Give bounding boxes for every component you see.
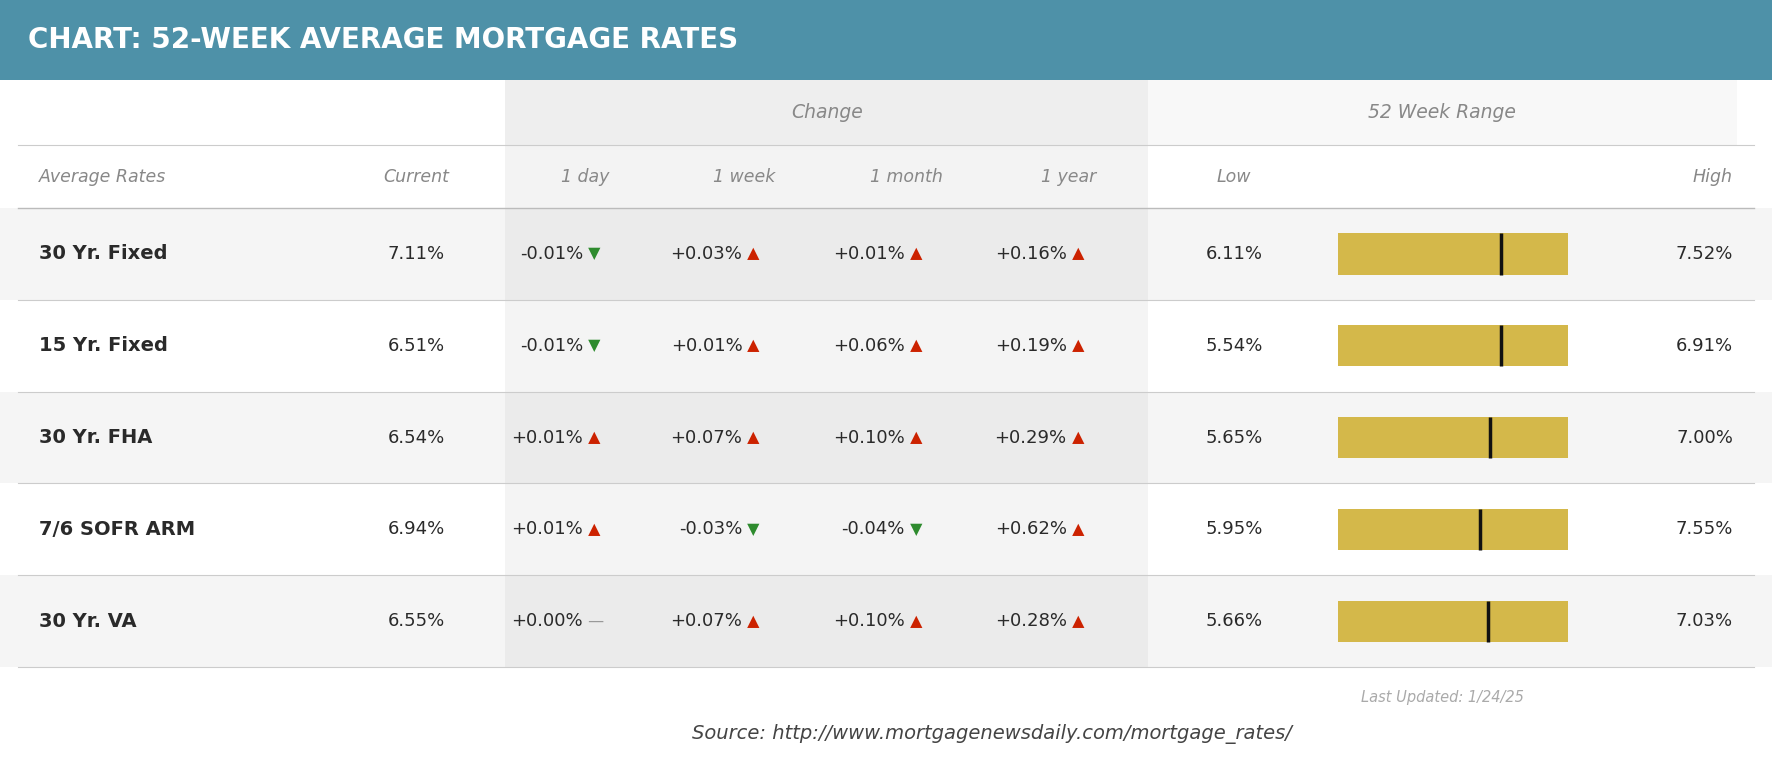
- Bar: [0, 300, 1772, 392]
- Text: ▲: ▲: [1067, 522, 1084, 537]
- Text: +0.06%: +0.06%: [833, 337, 905, 355]
- Text: 7.55%: 7.55%: [1676, 520, 1733, 539]
- Text: ▲: ▲: [905, 246, 921, 262]
- Text: -0.04%: -0.04%: [842, 520, 905, 539]
- Text: 1 year: 1 year: [1040, 168, 1097, 186]
- Text: ▲: ▲: [905, 430, 921, 445]
- Text: 6.51%: 6.51%: [388, 337, 445, 355]
- Bar: [1338, 601, 1568, 642]
- Text: +0.01%: +0.01%: [512, 520, 583, 539]
- Text: ▲: ▲: [905, 614, 921, 629]
- Text: ▲: ▲: [1067, 338, 1084, 353]
- Text: ▲: ▲: [583, 522, 601, 537]
- Text: ▲: ▲: [1067, 430, 1084, 445]
- Bar: [505, 208, 1148, 300]
- Text: +0.29%: +0.29%: [994, 428, 1067, 447]
- Bar: [0, 0, 1772, 80]
- Bar: [1338, 417, 1568, 458]
- Text: ▲: ▲: [583, 430, 601, 445]
- Text: ▼: ▼: [583, 246, 601, 262]
- Text: 5.95%: 5.95%: [1205, 520, 1263, 539]
- Text: CHART: 52-WEEK AVERAGE MORTGAGE RATES: CHART: 52-WEEK AVERAGE MORTGAGE RATES: [28, 26, 739, 54]
- Text: 52 Week Range: 52 Week Range: [1368, 103, 1517, 122]
- Bar: [505, 145, 1148, 208]
- Text: ▲: ▲: [905, 338, 921, 353]
- Text: ▲: ▲: [742, 246, 760, 262]
- Text: 6.11%: 6.11%: [1205, 245, 1263, 263]
- Text: +0.03%: +0.03%: [670, 245, 742, 263]
- Bar: [505, 80, 1148, 145]
- Text: 7.11%: 7.11%: [388, 245, 445, 263]
- Text: +0.10%: +0.10%: [833, 612, 905, 630]
- Bar: [0, 483, 1772, 575]
- Text: +0.19%: +0.19%: [994, 337, 1067, 355]
- Text: 30 Yr. VA: 30 Yr. VA: [39, 612, 136, 630]
- Text: 7.52%: 7.52%: [1676, 245, 1733, 263]
- Bar: [0, 392, 1772, 483]
- Text: +0.01%: +0.01%: [833, 245, 905, 263]
- Text: 7.00%: 7.00%: [1676, 428, 1733, 447]
- Bar: [505, 483, 1148, 575]
- Text: 30 Yr. FHA: 30 Yr. FHA: [39, 428, 152, 447]
- Text: Source: http://www.mortgagenewsdaily.com/mortgage_rates/: Source: http://www.mortgagenewsdaily.com…: [693, 724, 1292, 744]
- Text: ▲: ▲: [742, 338, 760, 353]
- Text: 1 month: 1 month: [870, 168, 943, 186]
- Text: +0.28%: +0.28%: [994, 612, 1067, 630]
- Text: High: High: [1692, 168, 1733, 186]
- Bar: [1338, 233, 1568, 275]
- Text: -0.01%: -0.01%: [519, 245, 583, 263]
- Text: 6.55%: 6.55%: [388, 612, 445, 630]
- Bar: [505, 300, 1148, 392]
- Text: -0.01%: -0.01%: [519, 337, 583, 355]
- Bar: [0, 575, 1772, 667]
- Text: +0.10%: +0.10%: [833, 428, 905, 447]
- Text: 30 Yr. Fixed: 30 Yr. Fixed: [39, 245, 168, 263]
- Text: Current: Current: [383, 168, 450, 186]
- Bar: [1338, 509, 1568, 550]
- Text: ▲: ▲: [1067, 614, 1084, 629]
- Text: 7.03%: 7.03%: [1676, 612, 1733, 630]
- Text: 5.65%: 5.65%: [1205, 428, 1263, 447]
- Bar: [1148, 80, 1737, 145]
- Bar: [1338, 325, 1568, 366]
- Text: +0.16%: +0.16%: [994, 245, 1067, 263]
- Text: ▼: ▼: [583, 338, 601, 353]
- Text: -0.03%: -0.03%: [679, 520, 742, 539]
- Text: —: —: [583, 614, 604, 629]
- Text: Average Rates: Average Rates: [39, 168, 167, 186]
- Text: ▼: ▼: [742, 522, 760, 537]
- Text: 7/6 SOFR ARM: 7/6 SOFR ARM: [39, 520, 195, 539]
- Text: ▲: ▲: [742, 614, 760, 629]
- Text: +0.01%: +0.01%: [672, 337, 742, 355]
- Bar: [505, 575, 1148, 667]
- Text: 15 Yr. Fixed: 15 Yr. Fixed: [39, 337, 168, 355]
- Text: Low: Low: [1217, 168, 1251, 186]
- Text: 5.54%: 5.54%: [1205, 337, 1263, 355]
- Text: 6.94%: 6.94%: [388, 520, 445, 539]
- Text: +0.62%: +0.62%: [994, 520, 1067, 539]
- Text: Change: Change: [790, 103, 863, 122]
- Text: 5.66%: 5.66%: [1205, 612, 1263, 630]
- Text: +0.07%: +0.07%: [670, 612, 742, 630]
- Text: +0.01%: +0.01%: [512, 428, 583, 447]
- Text: ▲: ▲: [1067, 246, 1084, 262]
- Text: +0.07%: +0.07%: [670, 428, 742, 447]
- Bar: [505, 392, 1148, 483]
- Text: +0.00%: +0.00%: [512, 612, 583, 630]
- Text: 6.91%: 6.91%: [1676, 337, 1733, 355]
- Text: ▲: ▲: [742, 430, 760, 445]
- Text: 1 day: 1 day: [560, 168, 610, 186]
- Text: Last Updated: 1/24/25: Last Updated: 1/24/25: [1361, 690, 1524, 705]
- Text: 1 week: 1 week: [712, 168, 776, 186]
- Text: 6.54%: 6.54%: [388, 428, 445, 447]
- Text: ▼: ▼: [905, 522, 921, 537]
- Bar: [0, 208, 1772, 300]
